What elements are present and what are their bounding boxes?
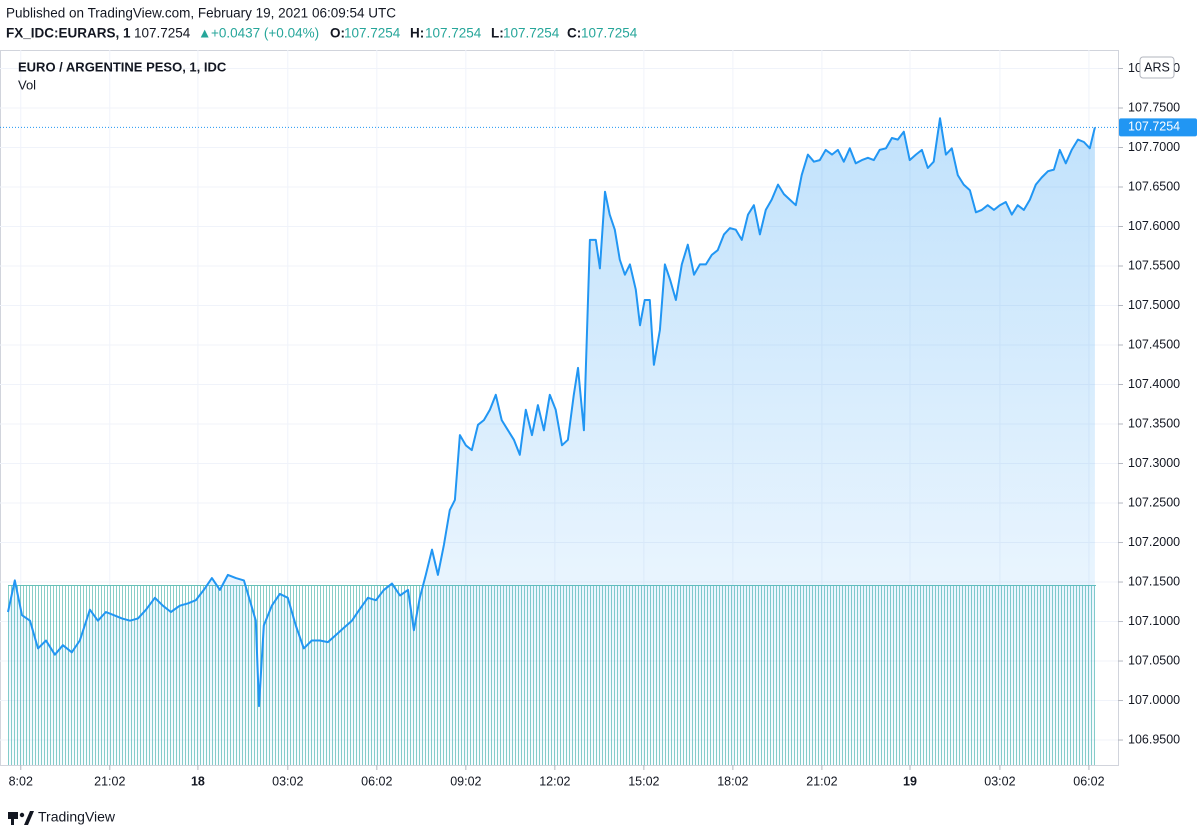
y-tick-label: 107.1000 [1128, 614, 1180, 628]
last-price-badge [1119, 118, 1197, 137]
y-tick-label: 106.9500 [1128, 732, 1180, 746]
published-line: Published on TradingView.com, February 1… [6, 6, 396, 21]
y-tick-label: 107.5000 [1128, 298, 1180, 312]
low-label: L: [491, 26, 504, 41]
area [8, 118, 1095, 766]
currency-button-label[interactable]: ARS [1144, 60, 1170, 74]
x-tick-label: 06:02 [1073, 774, 1104, 788]
low-value: 107.7254 [503, 26, 560, 41]
open-value: 107.7254 [344, 26, 401, 41]
y-tick-label: 107.1500 [1128, 574, 1180, 588]
x-tick-label: 8:02 [9, 774, 33, 788]
x-tick-label: 21:02 [94, 774, 125, 788]
y-tick-label: 107.0500 [1128, 653, 1180, 667]
price-line [7, 117, 1096, 708]
high-value: 107.7254 [425, 26, 482, 41]
symbol: FX_IDC:EURARS, 1 [6, 26, 131, 41]
change: +0.0437 (+0.04%) [211, 26, 319, 41]
x-tick-label: 09:02 [450, 774, 481, 788]
y-tick-label: 107.4500 [1128, 337, 1180, 351]
last-price-label: 107.7254 [1128, 120, 1180, 134]
axes: 106.9500 107.0000 107.0500 107.1000 107.1500… [9, 61, 1197, 788]
brand-logo [8, 811, 34, 825]
high-label: H: [410, 26, 424, 41]
plot [0, 117, 1118, 766]
close-label: C: [567, 26, 581, 41]
y-tick-label: 107.0000 [1128, 693, 1180, 707]
y-tick-label: 107.3000 [1128, 456, 1180, 470]
y-tick-label: 107.2500 [1128, 495, 1180, 509]
y-tick-label: 107.6000 [1128, 219, 1180, 233]
last-price: 107.7254 [134, 26, 191, 41]
y-tick-label: 107.5500 [1128, 258, 1180, 272]
change-arrow: ▲ [198, 26, 211, 41]
y-tick-label: 107.6500 [1128, 179, 1180, 193]
y-tick-label: 107.2000 [1128, 535, 1180, 549]
x-tick-label: 18:02 [717, 774, 748, 788]
legend-title: EURO / ARGENTINE PESO, 1, IDC [18, 59, 227, 74]
x-tick-label: 06:02 [361, 774, 392, 788]
close-value: 107.7254 [581, 26, 638, 41]
open-label: O: [330, 26, 345, 41]
x-tick-label: 03:02 [984, 774, 1015, 788]
currency-button[interactable] [1139, 56, 1175, 79]
plot-frame [0, 50, 1119, 766]
x-tick-label: 03:02 [272, 774, 303, 788]
x-tick-label: 12:02 [539, 774, 570, 788]
volume-legend: Vol [18, 77, 36, 92]
x-tick-label: 15:02 [628, 774, 659, 788]
brand: TradingView [38, 809, 116, 825]
x-tick-label: 21:02 [806, 774, 837, 788]
y-tick-label: 107.7000 [1128, 140, 1180, 154]
y-tick-label: 107.3500 [1128, 416, 1180, 430]
y-tick-label: 107.4000 [1128, 377, 1180, 391]
x-tick-label: 19 [903, 774, 917, 788]
x-tick-label: 18 [191, 774, 205, 788]
y-tick-label: 107.7500 [1128, 100, 1180, 114]
